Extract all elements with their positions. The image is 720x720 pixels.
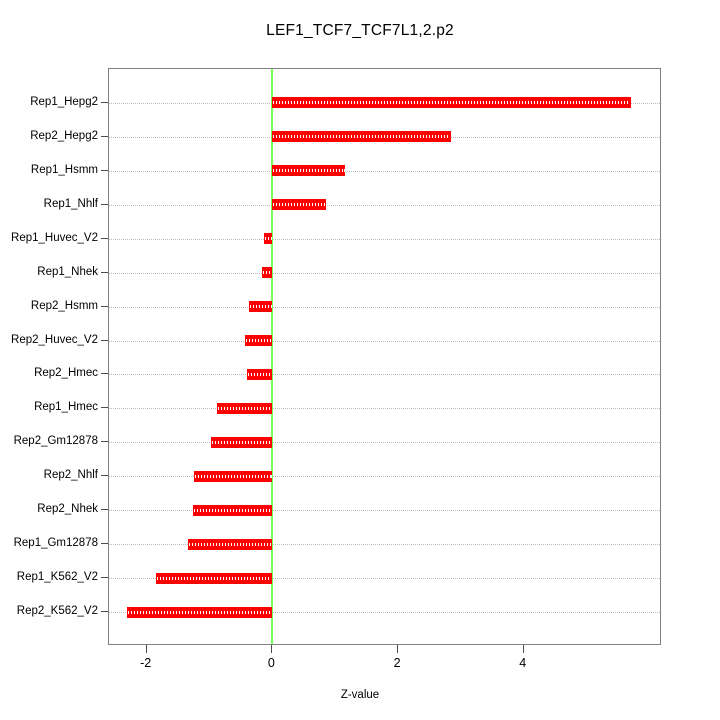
gridline	[109, 442, 660, 444]
y-axis-tick-label: Rep2_Huvec_V2	[11, 333, 98, 346]
y-axis-tick-label: Rep1_Huvec_V2	[11, 231, 98, 244]
y-axis-tick-label: Rep1_K562_V2	[16, 571, 98, 584]
y-axis-tick-label: Rep2_K562_V2	[16, 605, 98, 618]
bar	[193, 504, 273, 516]
x-axis-tick-label: 4	[519, 656, 527, 670]
y-axis-tick-mark	[101, 407, 108, 409]
y-axis-tick-mark	[101, 169, 108, 171]
y-axis-tick-label: Rep1_Hepg2	[30, 95, 98, 108]
bar	[248, 301, 273, 313]
y-axis-tick-mark	[101, 135, 108, 137]
y-axis-tick-mark	[101, 611, 108, 613]
y-axis-tick-label: Rep2_Gm12878	[13, 435, 98, 448]
y-axis-tick-label: Rep1_Nhlf	[43, 197, 98, 210]
y-axis-tick-mark	[101, 339, 108, 341]
y-axis-tick-mark	[101, 237, 108, 239]
y-axis-tick-label: Rep2_Hmec	[34, 367, 98, 380]
y-axis-tick-label: Rep2_Nhlf	[43, 469, 98, 482]
bar	[193, 470, 273, 482]
bar	[155, 572, 273, 584]
y-axis-tick-mark	[101, 509, 108, 511]
y-axis-tick-mark	[101, 203, 108, 205]
y-axis-tick-mark	[101, 271, 108, 273]
y-axis-tick-mark	[101, 305, 108, 307]
gridline	[109, 238, 660, 240]
bar	[272, 131, 451, 143]
gridline	[109, 272, 660, 274]
y-axis-tick-mark	[101, 475, 108, 477]
x-axis-title: Z-value	[340, 689, 380, 701]
gridline	[109, 374, 660, 376]
bar	[188, 538, 273, 550]
bar	[217, 402, 273, 414]
y-axis-tick-label: Rep2_Nhek	[37, 503, 98, 516]
plot-area	[108, 68, 661, 645]
y-axis-tick-mark	[101, 577, 108, 579]
gridline	[109, 544, 660, 546]
bar	[126, 606, 273, 618]
y-axis-tick-mark	[101, 441, 108, 443]
x-axis-tick-mark	[145, 645, 147, 653]
y-axis-tick-label: Rep1_Gm12878	[13, 537, 98, 550]
gridline	[109, 340, 660, 342]
y-axis-tick-label: Rep2_Hepg2	[30, 129, 98, 142]
y-axis-tick-mark	[101, 373, 108, 375]
x-axis-tick-label: 2	[393, 656, 401, 670]
x-axis-tick-mark	[522, 645, 524, 653]
x-axis-tick-label: 0	[267, 656, 275, 670]
gridline	[109, 408, 660, 410]
gridline	[109, 204, 660, 206]
x-axis-tick-label: -2	[140, 656, 152, 670]
y-axis-tick-label: Rep1_Nhek	[37, 265, 98, 278]
bar	[272, 97, 631, 109]
y-axis-tick-mark	[101, 543, 108, 545]
x-axis-tick-mark	[397, 645, 399, 653]
gridline	[109, 306, 660, 308]
gridline	[109, 476, 660, 478]
bar	[272, 165, 345, 177]
gridline	[109, 170, 660, 172]
bar	[245, 335, 273, 347]
bar	[261, 267, 273, 279]
y-axis-tick-mark	[101, 101, 108, 103]
zero-reference-line	[271, 69, 274, 644]
x-axis-tick-mark	[271, 645, 273, 653]
gridline	[109, 510, 660, 512]
y-axis-tick-label: Rep2_Hsmm	[30, 299, 98, 312]
bar	[264, 233, 273, 245]
y-axis-tick-label: Rep1_Hsmm	[30, 163, 98, 176]
bar	[272, 199, 326, 211]
y-axis-tick-label: Rep1_Hmec	[34, 401, 98, 414]
bar	[210, 436, 273, 448]
chart-title: LEF1_TCF7_TCF7L1,2.p2	[266, 22, 454, 39]
bar	[247, 368, 273, 380]
gridline	[109, 578, 660, 580]
gridline	[109, 612, 660, 614]
